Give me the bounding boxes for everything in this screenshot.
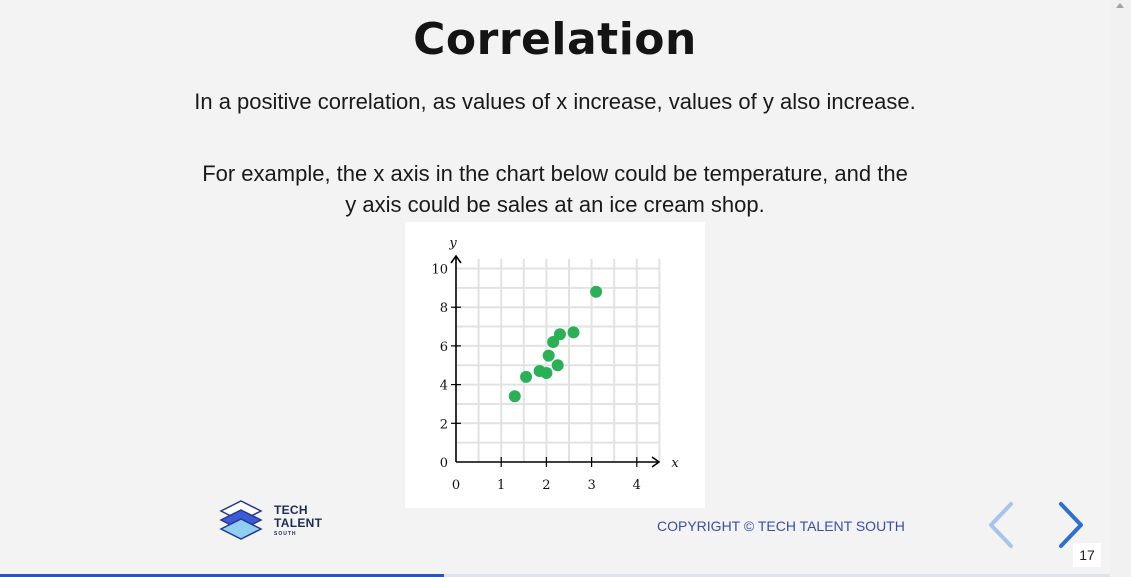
scroll-up-arrow-icon[interactable] xyxy=(1116,3,1124,8)
data-point xyxy=(520,370,533,383)
slide-title: Correlation xyxy=(413,14,697,65)
progress-bar xyxy=(0,574,1110,577)
logo-text-south: SOUTH xyxy=(274,531,297,537)
example-paragraph: For example, the x axis in the chart bel… xyxy=(150,158,960,220)
data-point xyxy=(540,366,553,379)
data-point xyxy=(590,285,603,298)
data-point xyxy=(553,328,566,341)
progress-fill xyxy=(0,574,444,577)
x-tick-label: 1 xyxy=(497,478,505,493)
logo-text-tech: TECH xyxy=(274,503,308,517)
chevron-right-icon xyxy=(1059,502,1083,548)
x-tick-label: 0 xyxy=(452,478,460,493)
y-axis-label: y xyxy=(448,236,457,251)
scatter-chart-svg: 0 1 2 3 4 0 2 4 6 8 10 x y xyxy=(431,236,679,493)
page-number: 17 xyxy=(1073,543,1101,567)
data-point xyxy=(567,326,580,339)
tech-talent-south-logo: TECH TALENT SOUTH xyxy=(217,498,337,544)
x-axis-label: x xyxy=(671,456,679,471)
y-tick-label: 10 xyxy=(431,263,448,278)
x-tick-label: 2 xyxy=(542,478,550,493)
example-line-2: y axis could be sales at an ice cream sh… xyxy=(345,192,765,217)
y-tick-label: 0 xyxy=(440,456,448,471)
data-point xyxy=(551,359,564,372)
y-tick-label: 4 xyxy=(440,379,448,394)
y-axis-arrow-icon xyxy=(450,254,462,264)
intro-paragraph: In a positive correlation, as values of … xyxy=(194,89,916,114)
y-tick-label: 6 xyxy=(440,340,448,355)
x-tick-label: 3 xyxy=(587,478,595,493)
scrollbar[interactable] xyxy=(1110,0,1131,577)
logo-icon xyxy=(219,500,263,540)
x-axis-arrow-icon xyxy=(651,456,661,468)
chevron-left-icon xyxy=(989,502,1013,548)
data-point xyxy=(547,336,560,349)
next-slide-button[interactable] xyxy=(1055,500,1087,550)
logo-text-talent: TALENT xyxy=(274,516,323,530)
y-tick-label: 8 xyxy=(440,301,448,316)
data-point xyxy=(508,390,521,403)
example-line-1: For example, the x axis in the chart bel… xyxy=(202,161,908,186)
x-tick-label: 4 xyxy=(633,478,641,493)
data-point xyxy=(542,349,555,362)
copyright-text: COPYRIGHT © TECH TALENT SOUTH xyxy=(657,518,905,534)
previous-slide-button[interactable] xyxy=(985,500,1017,550)
scatter-chart: 0 1 2 3 4 0 2 4 6 8 10 x y xyxy=(405,222,705,508)
y-tick-label: 2 xyxy=(440,417,448,432)
